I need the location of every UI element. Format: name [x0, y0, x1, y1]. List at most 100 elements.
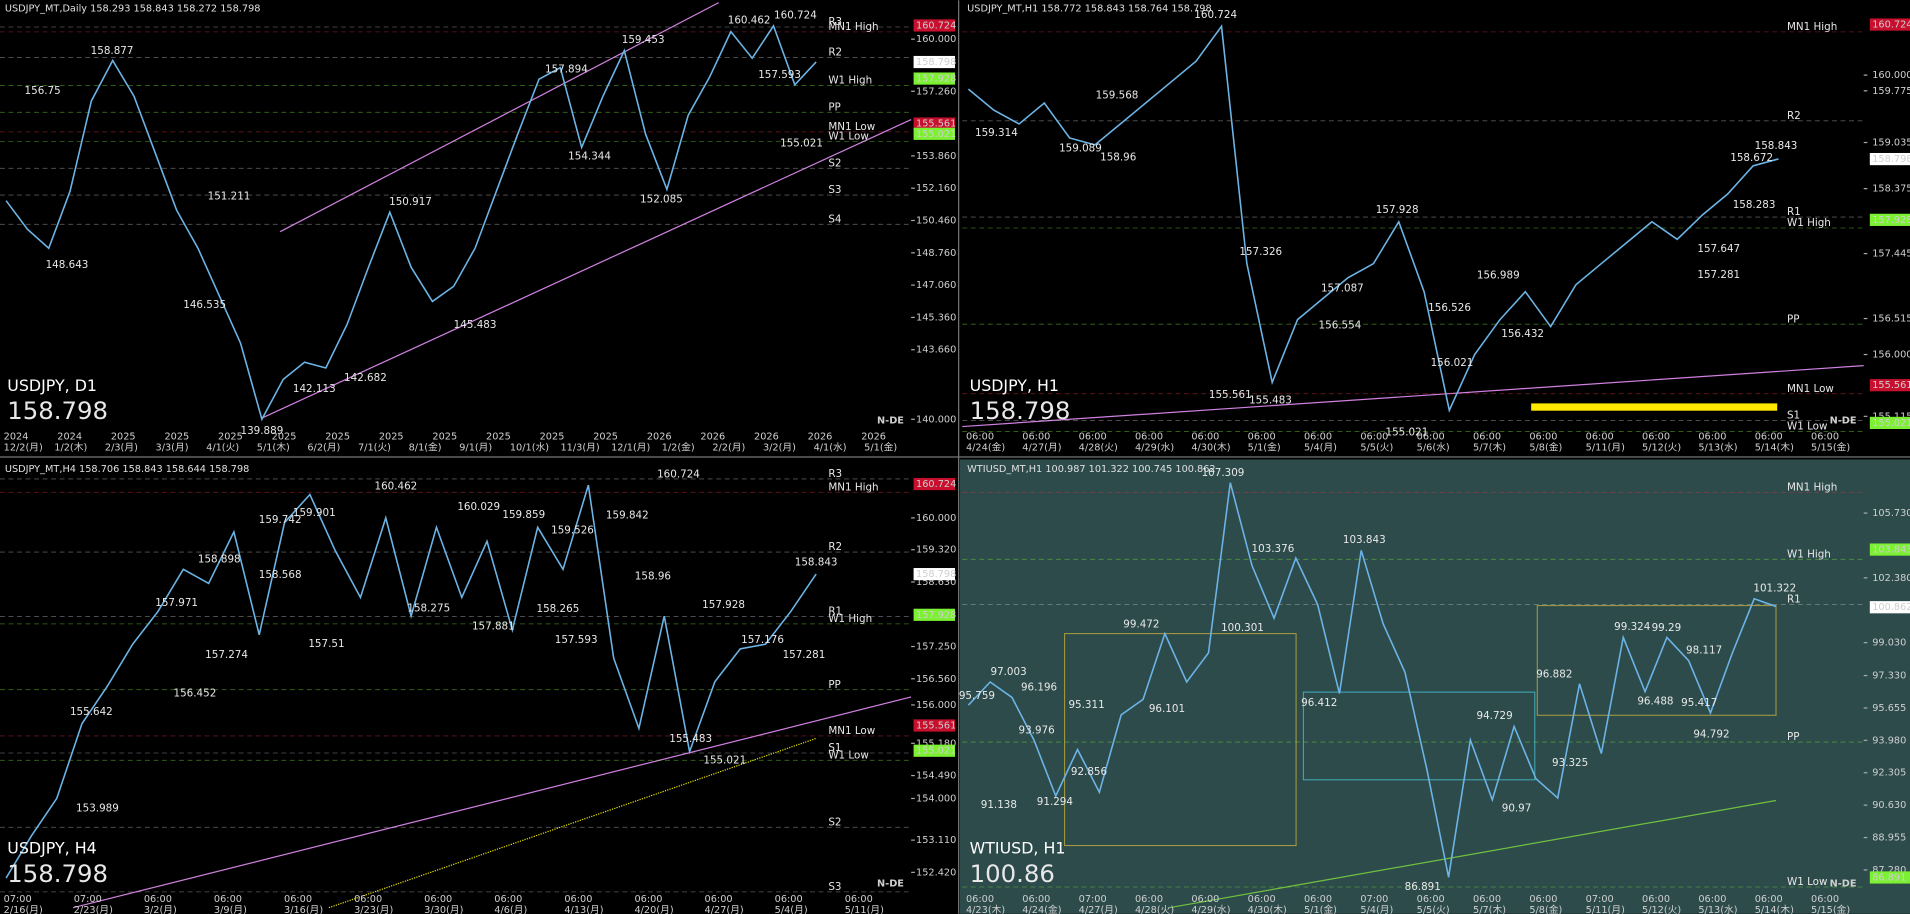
- price-annotation: 103.376: [1252, 543, 1295, 555]
- price-annotation: 157.176: [741, 634, 784, 646]
- x-tick-label: 06:00: [1022, 894, 1050, 905]
- price-annotation: 159.314: [975, 127, 1018, 139]
- level-label: S3: [828, 184, 841, 196]
- x-tick-label: 06:00: [1698, 431, 1726, 442]
- trend-line: [261, 119, 912, 419]
- price-line: [967, 482, 1777, 878]
- price-annotation: 154.344: [568, 150, 611, 162]
- x-tick-label: 2025: [111, 431, 136, 442]
- price-annotation: 153.989: [76, 803, 119, 815]
- price-box: [1869, 543, 1910, 556]
- x-tick-label: 5/5(火): [1417, 905, 1450, 914]
- x-tick-label: 06:00: [1417, 431, 1445, 442]
- price-box-label: 157.928: [1872, 215, 1910, 226]
- x-tick-label: 5/7(木): [1473, 441, 1506, 453]
- price-box-label: 155.561: [916, 119, 956, 130]
- price-annotation: 95.759: [959, 690, 995, 702]
- price-annotation: 94.729: [1477, 710, 1513, 722]
- price-box: [913, 19, 955, 32]
- x-tick-label: 4/23(木): [966, 904, 1005, 914]
- x-tick-label: 4/30(木): [1248, 904, 1287, 914]
- x-tick-label: 5/13(水): [1698, 904, 1737, 914]
- price-annotation: 151.211: [208, 190, 251, 202]
- price-annotation: 159.859: [502, 509, 545, 521]
- x-tick-label: 06:00: [1529, 431, 1557, 442]
- price-annotation: 158.672: [1730, 152, 1773, 164]
- x-tick-label: 5/7(木): [1473, 904, 1506, 914]
- x-tick-label: 06:00: [1079, 431, 1107, 442]
- price-annotation: 145.483: [454, 319, 497, 331]
- x-tick-label: 4/30(木): [1191, 441, 1230, 453]
- level-label: W1 High: [1787, 217, 1831, 229]
- level-label: MN1 Low: [828, 725, 875, 737]
- price-annotation: 157.274: [205, 649, 248, 661]
- x-tick-label: 5/8(金): [1529, 440, 1562, 453]
- x-tick-label: 07:00: [74, 894, 102, 905]
- price-box-label: 158.798: [916, 57, 956, 68]
- x-tick-label: 06:00: [1248, 894, 1276, 905]
- price-annotation: 156.021: [1431, 357, 1474, 369]
- x-tick-label: 06:00: [966, 894, 994, 905]
- x-tick-label: 06:00: [1191, 894, 1219, 905]
- x-tick-label: 5/4(月): [1360, 904, 1393, 914]
- x-tick-label: 2025: [432, 431, 457, 442]
- price-annotation: 99.324: [1614, 621, 1650, 633]
- price-box: [913, 719, 955, 732]
- price-box-label: 160.724: [916, 20, 956, 31]
- price-box: [1869, 152, 1910, 166]
- price-annotation: 96.196: [1021, 682, 1057, 694]
- x-tick-label: 12/2(月): [4, 441, 43, 453]
- level-label: W1 Low: [828, 131, 869, 143]
- level-label: R1: [1787, 206, 1801, 218]
- x-tick-label: 5/15(金): [1811, 903, 1850, 914]
- x-tick-label: 06:00: [1529, 894, 1557, 905]
- x-tick-label: 2025: [540, 431, 565, 442]
- price-annotation: 155.483: [669, 733, 712, 745]
- price-annotation: 99.472: [1123, 618, 1159, 630]
- price-annotation: 156.554: [1319, 320, 1362, 332]
- y-tick-label: 102.380: [1872, 573, 1910, 584]
- level-label: S3: [828, 881, 841, 893]
- price-annotation: 157.281: [1697, 269, 1740, 281]
- price-annotation: 100.301: [1221, 622, 1264, 634]
- x-tick-label: 4/29(水): [1191, 904, 1230, 914]
- x-tick-label: 8/1(金): [409, 440, 442, 453]
- x-tick-label: 4/28(火): [1079, 442, 1118, 453]
- x-tick-label: 2/3(月): [105, 441, 138, 453]
- price-annotation: 156.452: [174, 688, 217, 700]
- y-tick-label: 92.305: [1872, 768, 1906, 779]
- x-tick-label: 3/30(月): [424, 904, 463, 914]
- level-label: R3: [828, 16, 842, 28]
- level-label: R1: [1787, 594, 1801, 606]
- price-box-label: 158.798: [1872, 154, 1910, 165]
- x-tick-label: 4/24(金): [966, 440, 1005, 453]
- trend-line: [1169, 799, 1777, 909]
- box-overlay: [1536, 605, 1777, 716]
- y-tick-label: 155.180: [916, 738, 956, 749]
- x-tick-label: 07:00: [1079, 894, 1107, 905]
- chart-header: USDJPY_MT,Daily 158.293 158.843 158.272 …: [5, 4, 261, 15]
- price-annotation: 157.928: [1376, 204, 1419, 216]
- price-box-label: 86.891: [1872, 872, 1906, 883]
- x-tick-label: 06:00: [1304, 431, 1332, 442]
- price-annotation: 155.021: [703, 754, 746, 766]
- x-tick-label: 4/24(金): [1022, 903, 1061, 914]
- y-tick-label: 95.655: [1872, 703, 1906, 714]
- current-price: 158.798: [970, 396, 1071, 425]
- x-tick-label: 06:00: [845, 894, 873, 905]
- price-box: [913, 477, 955, 491]
- level-label: PP: [828, 101, 840, 113]
- price-annotation: 103.843: [1343, 534, 1386, 546]
- y-tick-label: 88.955: [1872, 833, 1906, 844]
- price-annotation: 158.843: [795, 556, 838, 568]
- x-tick-label: 3/9(月): [214, 904, 247, 914]
- x-tick-label: 3/2(月): [763, 441, 796, 453]
- price-annotation: 156.989: [1477, 270, 1520, 282]
- x-tick-label: 07:00: [1360, 894, 1388, 905]
- price-annotation: 93.976: [1019, 725, 1055, 737]
- y-tick-label: 157.445: [1872, 249, 1910, 260]
- price-annotation: 157.593: [758, 69, 801, 81]
- y-tick-label: 99.030: [1872, 638, 1906, 649]
- price-box: [913, 55, 955, 69]
